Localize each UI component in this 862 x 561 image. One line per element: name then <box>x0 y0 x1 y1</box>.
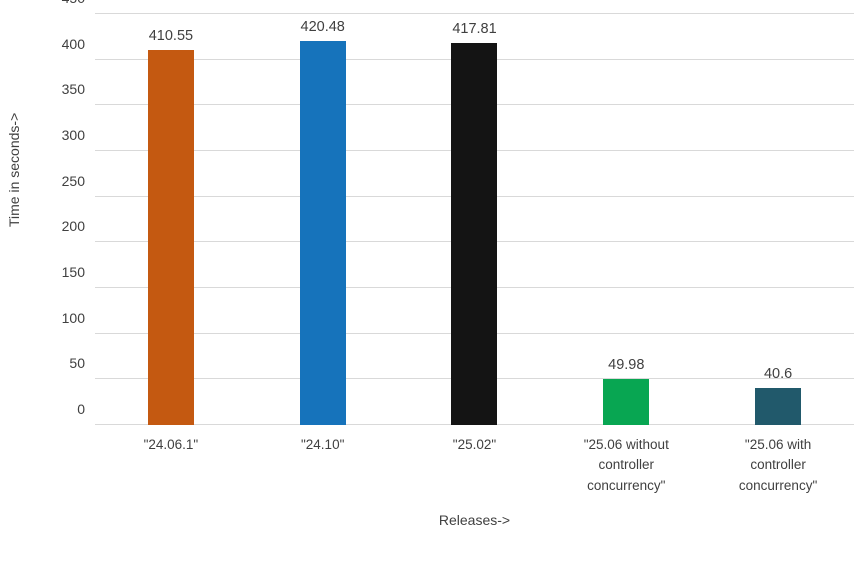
x-axis-title: Releases-> <box>438 512 511 528</box>
bar-slot: 420.48 "24.10" <box>247 14 399 452</box>
bar-slot: 417.81 "25.02" <box>399 14 551 452</box>
bar <box>603 379 650 425</box>
value-label: 417.81 <box>452 21 497 38</box>
y-tick-label: 200 <box>61 218 85 235</box>
bar <box>755 387 802 425</box>
bar <box>147 50 194 425</box>
bar <box>299 40 346 425</box>
y-tick-label: 350 <box>61 81 85 98</box>
category-label: "25.02" <box>452 437 497 452</box>
gridline <box>95 13 854 14</box>
bar <box>451 43 498 425</box>
value-label: 420.48 <box>300 18 345 35</box>
y-tick-label: 100 <box>61 309 85 326</box>
y-tick-label: 400 <box>61 35 85 52</box>
plot-area: 0 50 100 150 200 250 300 350 400 450 410.55 "24.06.… <box>62 0 854 493</box>
bar-slot: 410.55 "24.06.1" <box>95 14 247 452</box>
y-tick-label: 450 <box>62 0 85 6</box>
value-label: 49.98 <box>608 357 645 374</box>
y-tick-label: 150 <box>61 264 85 281</box>
value-label: 40.6 <box>763 365 793 382</box>
category-label: "25.06 without controller concurrency" <box>583 437 669 493</box>
y-tick-label: 300 <box>61 127 85 144</box>
y-axis-title: Time in seconds-> <box>6 112 22 227</box>
value-label: 410.55 <box>148 28 194 45</box>
category-label: "24.06.1" <box>143 437 199 452</box>
category-label: "25.06 with controller concurrency" <box>738 437 818 493</box>
category-label: "24.10" <box>301 437 345 452</box>
y-tick-label: 50 <box>69 355 85 372</box>
bar-slot: 49.98 "25.06 without controller concurren… <box>550 14 702 492</box>
bar-slot: 40.6 "25.06 with controller concurrency" <box>702 14 854 493</box>
y-tick-label: 0 <box>77 401 85 417</box>
y-tick-label: 250 <box>61 172 85 189</box>
